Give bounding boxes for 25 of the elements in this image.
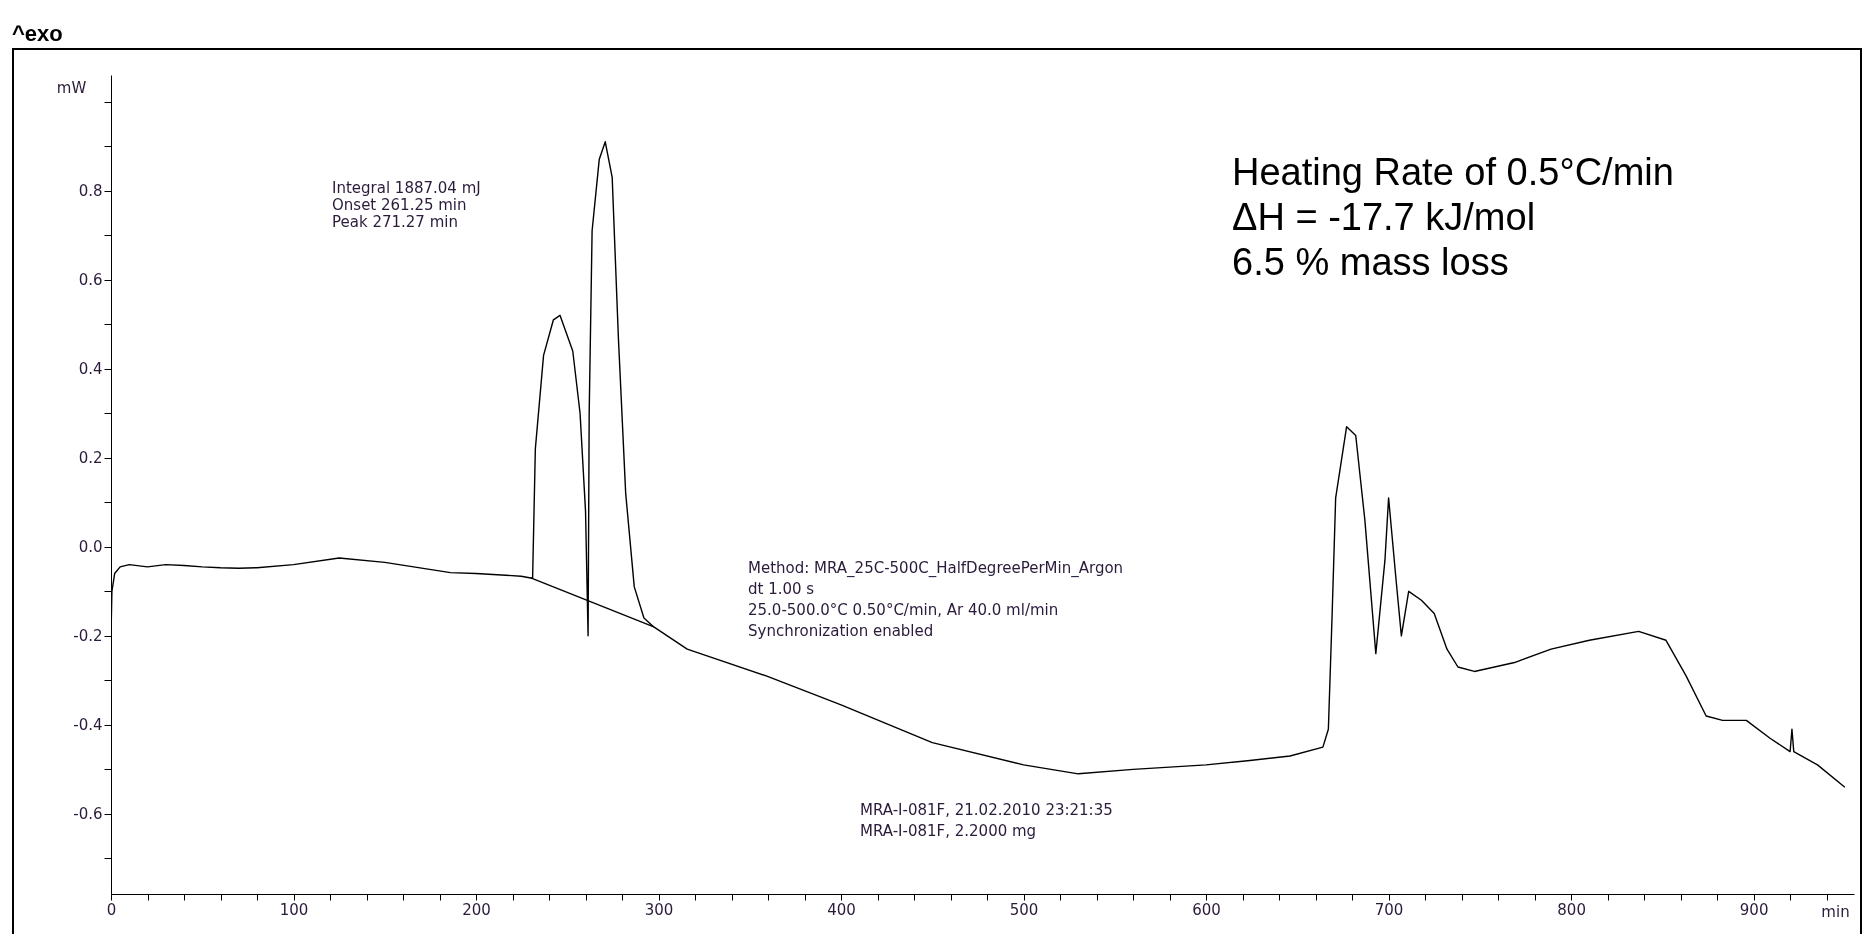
- y-tick-label: 0.4: [78, 360, 103, 379]
- y-axis-title: mW: [56, 78, 87, 97]
- x-tick-label: 400: [827, 900, 856, 919]
- annotation: Method: MRA_25C-500C_HalfDegreePerMin_Argon dt 1.00 s 25.0-500.0°C 0.50°C/min, Ar 40.0 ml/min Synchronization enabled: [748, 559, 1124, 640]
- x-axis-title: min: [1821, 902, 1850, 921]
- y-tick-label: 0.0: [78, 538, 103, 557]
- y-tick-label: 0.2: [78, 449, 103, 468]
- x-tick-label: 900: [1739, 900, 1769, 919]
- x-tick-label: 500: [1009, 900, 1039, 919]
- y-tick-label: -0.6: [73, 805, 103, 824]
- x-tick-label: 300: [644, 900, 674, 919]
- y-tick-label: -0.2: [73, 627, 103, 646]
- annotation: Heating Rate of 0.5°C/min ΔH = -17.7 kJ/mol 6.5 % mass loss: [1232, 151, 1674, 283]
- x-tick-label: 0: [106, 900, 117, 919]
- annotation: Integral 1887.04 mJ Onset 261.25 min Peak 271.27 min: [332, 179, 481, 231]
- x-tick-label: 800: [1557, 900, 1586, 919]
- y-tick-label: 0.6: [78, 271, 103, 290]
- annotation: MRA-I-081F, 21.02.2010 23:21:35 MRA-I-081F, 2.2000 mg: [860, 801, 1113, 840]
- text: ^exo: [12, 21, 63, 46]
- x-tick-label: 700: [1374, 900, 1404, 919]
- y-tick-label: 0.8: [78, 182, 103, 201]
- x-tick-label: 600: [1192, 900, 1221, 919]
- x-tick-label: 100: [279, 900, 309, 919]
- x-tick-label: 200: [462, 900, 491, 919]
- y-tick-label: -0.4: [73, 716, 103, 735]
